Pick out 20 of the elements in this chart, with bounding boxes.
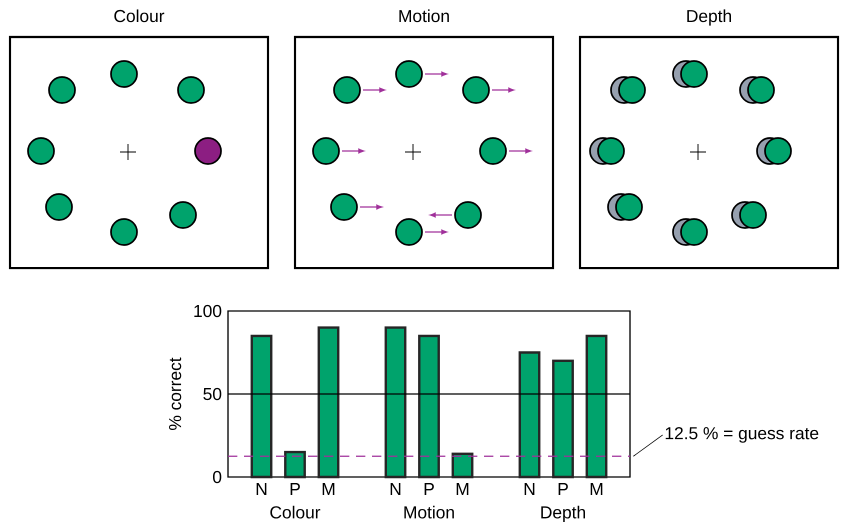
x-tick-label: N <box>390 483 400 495</box>
y-tick-label: 100 <box>194 304 222 318</box>
x-tick-label: M <box>322 483 334 495</box>
y-axis-title: % correct <box>169 358 182 430</box>
text: Motion <box>399 9 449 22</box>
x-tick-label: N <box>524 483 534 495</box>
y-tick-label: 0 <box>212 470 222 484</box>
text: Depth <box>687 9 731 26</box>
text: Colour <box>270 506 320 519</box>
text: Depth <box>541 506 585 522</box>
ref-line-label: 12.5 % = guess rate <box>666 427 818 443</box>
x-tick-label: P <box>290 483 300 495</box>
x-tick-label: M <box>590 483 602 495</box>
y-tick-label: 50 <box>203 388 222 400</box>
x-tick-label: P <box>558 483 568 495</box>
text: Colour <box>114 9 164 22</box>
text: Motion <box>404 506 454 519</box>
x-tick-label: N <box>256 483 266 495</box>
x-tick-label: P <box>424 483 434 495</box>
x-tick-label: M <box>456 483 468 495</box>
